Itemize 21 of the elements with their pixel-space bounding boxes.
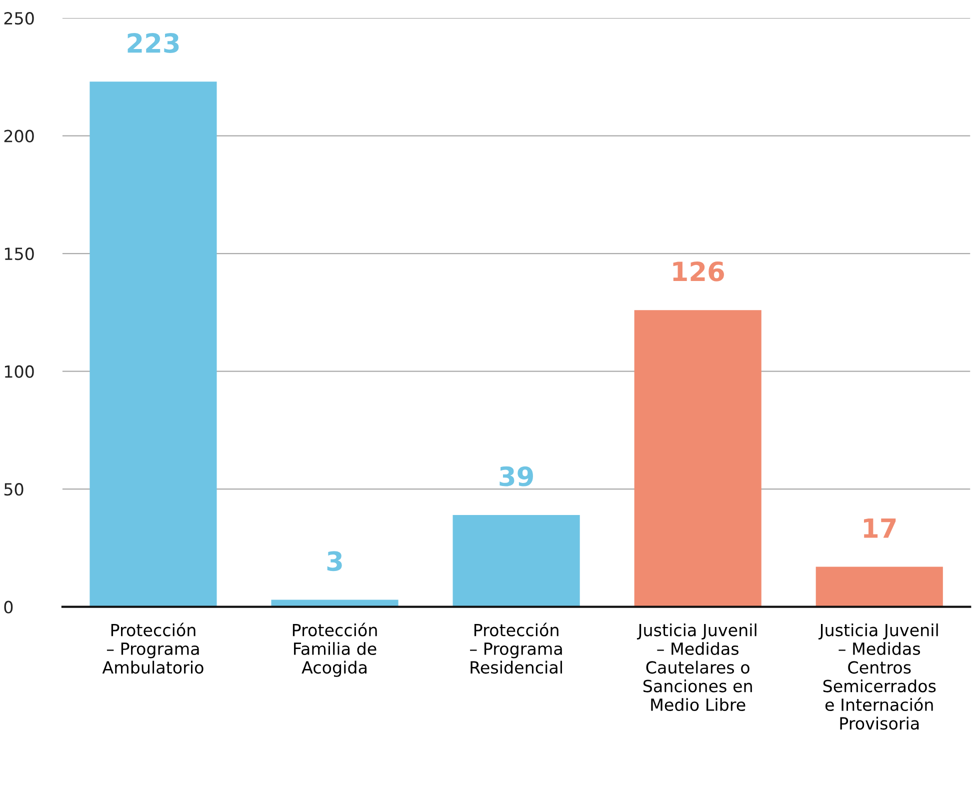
bar: [90, 82, 217, 607]
data-label: 17: [864, 518, 896, 538]
y-tick-label: 150: [4, 248, 34, 260]
bar: [634, 310, 762, 607]
data-label: 39: [500, 466, 533, 486]
y-tick-label: 200: [4, 130, 34, 142]
data-label: 126: [673, 261, 724, 282]
y-tick-label: 50: [4, 483, 24, 496]
x-tick-label: Justicia Juvenil – Medidas Cautelares o Sanciones en Medio Libre: [636, 623, 756, 712]
data-label: 223: [128, 33, 179, 53]
bar: [816, 566, 943, 607]
x-tick-label: Justicia Juvenil – Medidas Centros Semicerrados e Internación Provisoria: [818, 623, 938, 730]
data-label: 3: [327, 551, 342, 572]
bar: [271, 600, 398, 607]
x-tick-label: Protección Familia de Acogida: [292, 622, 377, 677]
y-tick-label: 250: [4, 12, 34, 25]
x-tick-label: Protección – Programa Ambulatorio: [102, 622, 204, 674]
y-tick-label: 0: [4, 600, 13, 614]
y-tick-label: 100: [4, 365, 34, 378]
bar: [452, 514, 580, 607]
x-tick-label: Protección – Programa Residencial: [470, 622, 562, 674]
